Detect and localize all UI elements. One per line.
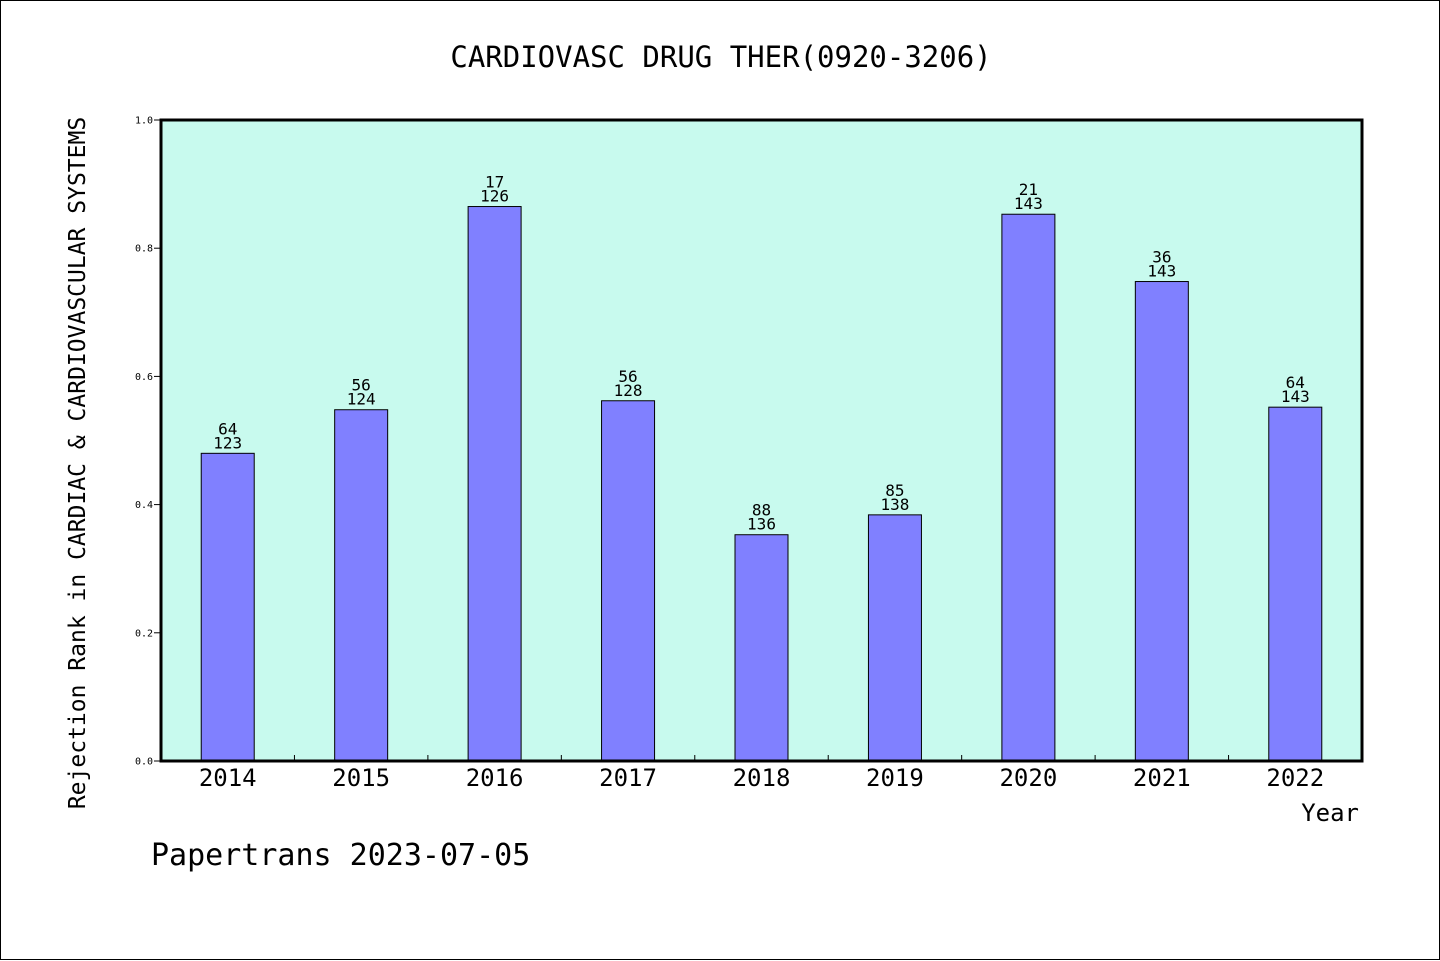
- bar-rank-label: 88: [752, 501, 771, 520]
- bar-2016: [467, 206, 522, 762]
- bar-2019: [867, 514, 922, 762]
- bar-2022: [1268, 406, 1323, 762]
- bar-2021: [1134, 281, 1189, 762]
- y-tick-label: 0.6: [135, 372, 153, 383]
- bar-rank-label: 85: [885, 481, 904, 500]
- y-tick-label: 0.8: [135, 244, 153, 255]
- x-tick-label: 2020: [999, 764, 1057, 792]
- bar-rank-label: 56: [352, 376, 371, 395]
- bar-2014: [200, 452, 255, 762]
- x-tick-label: 2019: [866, 764, 924, 792]
- y-tick-label: 0.2: [135, 628, 153, 639]
- bar-series: 6412356124171265612888136851382114336143…: [200, 173, 1323, 762]
- x-tick-label: 2021: [1133, 764, 1191, 792]
- bar-2017: [601, 400, 656, 762]
- bar-total-label: 138: [880, 495, 909, 514]
- y-axis: 0.0 0.2 0.4 0.6 0.8 1.0: [135, 116, 161, 768]
- x-tick-label: 2018: [733, 764, 791, 792]
- bar-total-label: 143: [1014, 194, 1043, 213]
- bar-rank-label: 17: [485, 173, 504, 192]
- bar-2020: [1001, 213, 1056, 762]
- y-tick-label: 1.0: [135, 116, 153, 127]
- plot-border: [159, 118, 1364, 763]
- x-axis-label: Year: [1301, 799, 1359, 827]
- x-tick-label: 2022: [1266, 764, 1324, 792]
- bar-rank-label: 21: [1019, 180, 1038, 199]
- bar-total-label: 123: [213, 433, 242, 452]
- x-tick-label: 2014: [199, 764, 257, 792]
- y-axis-label: Rejection Rank in CARDIAC & CARDIOVASCUL…: [65, 117, 91, 809]
- x-axis: 2014 2015 2016 2017 2018 2019 2020 2021 2022: [199, 755, 1324, 792]
- bar-total-label: 143: [1147, 262, 1176, 281]
- bar-rank-label: 56: [618, 367, 637, 386]
- x-tick-label: 2015: [332, 764, 390, 792]
- chart-title: CARDIOVASC DRUG THER(0920-3206): [450, 40, 991, 74]
- bar-total-label: 126: [480, 187, 509, 206]
- bar-total-label: 136: [747, 515, 776, 534]
- x-tick-label: 2016: [466, 764, 524, 792]
- bar-2015: [334, 409, 389, 762]
- bar-2018: [734, 534, 789, 762]
- y-tick-label: 0.0: [135, 757, 153, 768]
- bar-rank-label: 64: [218, 419, 237, 438]
- bar-total-label: 128: [614, 381, 643, 400]
- bar-rank-label: 36: [1152, 248, 1171, 267]
- bar-total-label: 124: [347, 390, 376, 409]
- footer-note: Papertrans 2023-07-05: [151, 838, 530, 873]
- bar-rank-label: 64: [1286, 373, 1305, 392]
- x-tick-label: 2017: [599, 764, 657, 792]
- y-tick-label: 0.4: [135, 500, 153, 511]
- bar-total-label: 143: [1281, 387, 1310, 406]
